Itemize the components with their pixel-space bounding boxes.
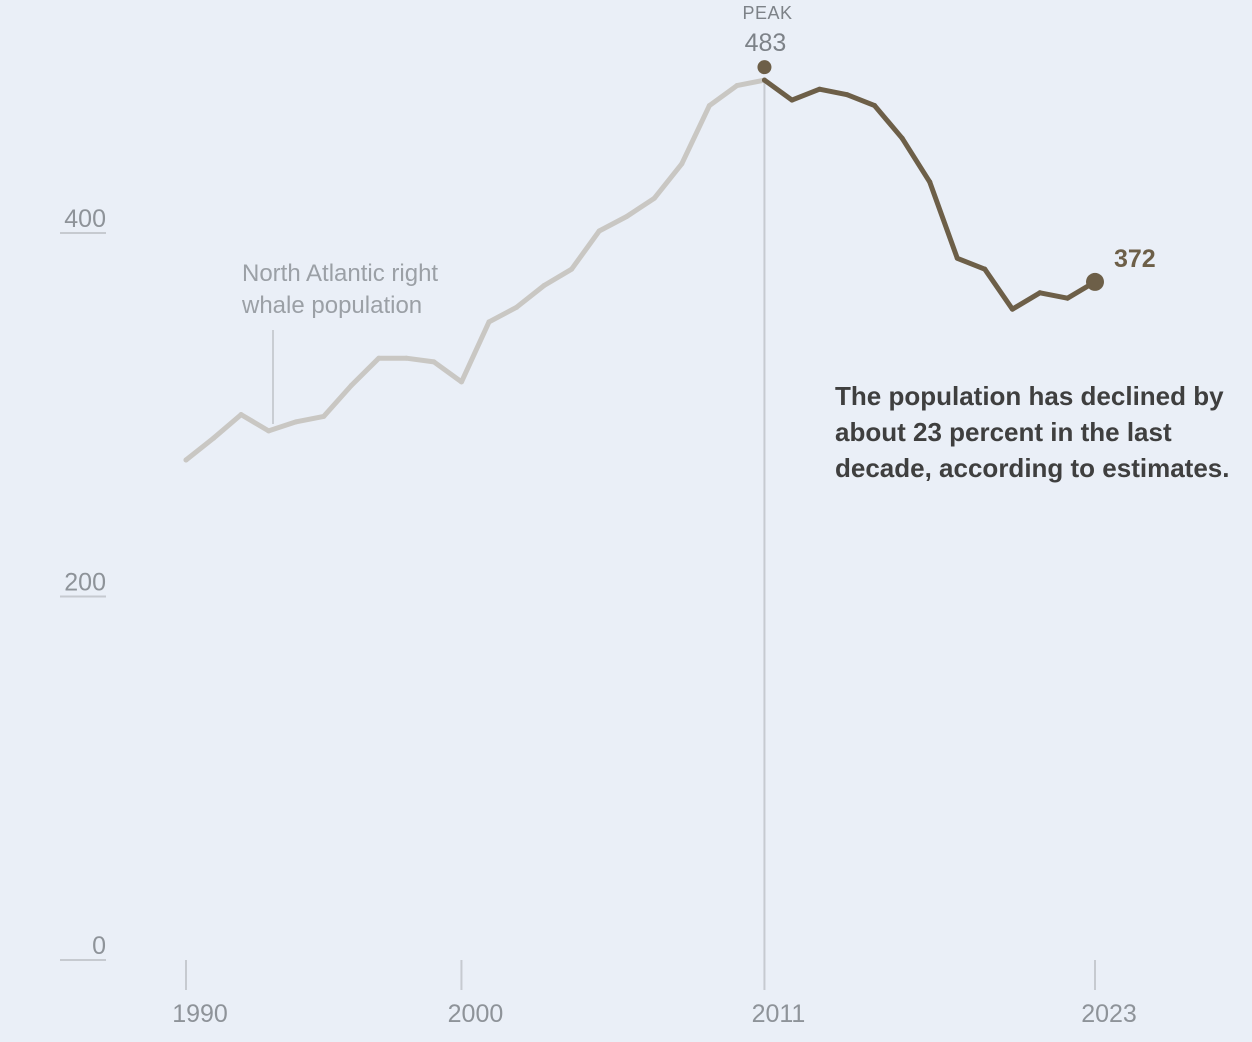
data-point-1992 bbox=[238, 412, 244, 418]
y-axis: 0 200 400 bbox=[60, 205, 106, 961]
data-point-2007 bbox=[651, 195, 657, 201]
y-tick-label-200: 200 bbox=[64, 569, 106, 597]
data-point-2010 bbox=[734, 83, 740, 89]
data-point-2016 bbox=[899, 135, 905, 141]
x-axis: 1990 2000 2011 2023 bbox=[172, 960, 1137, 1028]
data-point-2001 bbox=[486, 319, 492, 325]
data-point-2005 bbox=[596, 228, 602, 234]
data-point-1991 bbox=[211, 435, 217, 441]
x-tick-label-2023: 2023 bbox=[1081, 1000, 1137, 1028]
data-point-1999 bbox=[431, 359, 437, 365]
peak-value-label: 483 bbox=[745, 29, 787, 57]
data-point-1998 bbox=[403, 355, 409, 361]
annotation-line3: decade, according to estimates. bbox=[835, 453, 1229, 483]
data-point-2002 bbox=[514, 304, 520, 310]
end-value-label: 372 bbox=[1114, 245, 1156, 273]
series-label: North Atlantic right whale population bbox=[241, 260, 445, 319]
data-point-1994 bbox=[293, 419, 299, 425]
peak-label: PEAK bbox=[742, 3, 792, 23]
series-line-early bbox=[183, 77, 767, 463]
data-point-2003 bbox=[541, 283, 547, 289]
data-point-1997 bbox=[376, 355, 382, 361]
x-tick-label-2011: 2011 bbox=[752, 1000, 806, 1028]
data-point-2011 bbox=[761, 77, 767, 83]
series-label-line2: whale population bbox=[241, 292, 422, 319]
data-point-2000 bbox=[458, 379, 464, 385]
x-tick-label-1990: 1990 bbox=[172, 1000, 228, 1028]
x-tick-label-2000: 2000 bbox=[448, 1000, 504, 1028]
data-point-2004 bbox=[569, 266, 575, 272]
data-point-2018 bbox=[954, 255, 960, 261]
end-marker bbox=[1086, 272, 1104, 291]
annotation-line1: The population has declined by bbox=[835, 381, 1224, 411]
data-point-1990 bbox=[183, 457, 189, 463]
data-point-2009 bbox=[706, 103, 712, 109]
data-point-2006 bbox=[624, 213, 630, 219]
y-tick-label-0: 0 bbox=[92, 932, 106, 960]
data-point-2012 bbox=[789, 97, 795, 103]
data-point-1996 bbox=[348, 382, 354, 388]
data-point-2008 bbox=[679, 161, 685, 167]
series-line-recent bbox=[762, 77, 1098, 312]
data-point-2021 bbox=[1037, 290, 1043, 296]
data-point-2014 bbox=[844, 92, 850, 98]
peak-marker bbox=[757, 60, 772, 75]
data-point-1993 bbox=[266, 428, 272, 434]
data-point-2020 bbox=[1009, 306, 1015, 312]
y-tick-label-400: 400 bbox=[64, 205, 106, 233]
decline-annotation: The population has declined by about 23 … bbox=[835, 381, 1231, 483]
annotation-line2: about 23 percent in the last bbox=[835, 417, 1172, 447]
data-point-2022 bbox=[1064, 295, 1070, 301]
data-point-2015 bbox=[872, 103, 878, 109]
data-point-2013 bbox=[817, 86, 823, 92]
series-label-line1: North Atlantic right bbox=[242, 260, 438, 287]
data-point-2017 bbox=[927, 179, 933, 185]
data-points bbox=[183, 77, 1098, 463]
data-point-1995 bbox=[321, 413, 327, 419]
data-point-2019 bbox=[982, 266, 988, 272]
